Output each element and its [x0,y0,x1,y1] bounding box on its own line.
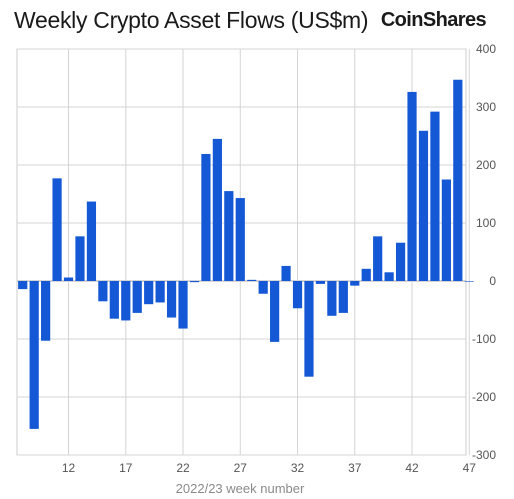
x-tick-label: 32 [291,461,305,475]
flow-bar [166,281,177,318]
flow-bar [247,279,257,281]
x-axis-label: 2022/23 week number [176,481,305,496]
flow-bar [201,153,211,281]
flow-bar [281,265,291,281]
flow-bar [86,201,97,281]
flow-bar [407,91,417,281]
flow-bar [327,281,337,316]
x-tick-label: 27 [234,461,248,475]
flow-bar [453,79,463,282]
flow-bar [258,281,268,294]
flow-bar [338,281,348,313]
x-tick-label: 22 [176,461,190,475]
flow-bar [430,111,440,281]
y-tick-label: 400 [476,42,496,56]
x-tick-label: 47 [463,461,477,475]
flow-bar [132,281,142,313]
flow-bar [189,281,200,283]
axis-ticks: 400 300 200 100 0 -100 -200 -300 12 17 22 27 32 37 42 4… [62,42,496,475]
flow-bar [155,281,165,303]
y-tick-label: 300 [476,100,496,114]
flow-bar [361,268,371,281]
flow-bar [52,178,62,281]
flow-bar [270,281,280,342]
flow-bar [212,138,222,281]
flow-bar [75,236,85,281]
flow-bar [395,242,406,281]
flow-bar [235,198,245,281]
flow-bar [464,281,474,282]
flow-bar [144,281,154,305]
flow-bar [29,281,39,429]
y-tick-label: -200 [472,390,496,404]
x-tick-label: 12 [62,461,76,475]
bars [18,79,474,429]
flow-bar [109,281,119,319]
flow-bar [98,281,108,302]
flow-bar [373,236,383,281]
flow-bar [441,179,451,281]
flow-bar [41,281,51,341]
x-tick-label: 17 [119,461,133,475]
y-tick-label: 100 [476,216,496,230]
flow-bar [304,281,314,377]
y-tick-label: -300 [472,448,496,462]
y-tick-label: 200 [476,158,496,172]
chart-title: Weekly Crypto Asset Flows (US$m) [14,7,369,33]
flow-bar [63,277,74,281]
flow-bar [224,191,234,281]
flow-bar [315,281,326,284]
x-tick-label: 37 [348,461,362,475]
flow-bar [418,130,429,281]
y-tick-label: -100 [472,332,496,346]
coinshares-logo: CoinShares [380,9,487,31]
x-tick-label: 42 [405,461,419,475]
flow-bar [350,281,360,286]
flow-bar [18,281,28,290]
y-tick-label: 0 [489,274,496,288]
flow-bar [292,281,303,309]
flow-bar [178,281,188,329]
flow-bar [384,272,394,281]
flow-bar [121,281,131,321]
